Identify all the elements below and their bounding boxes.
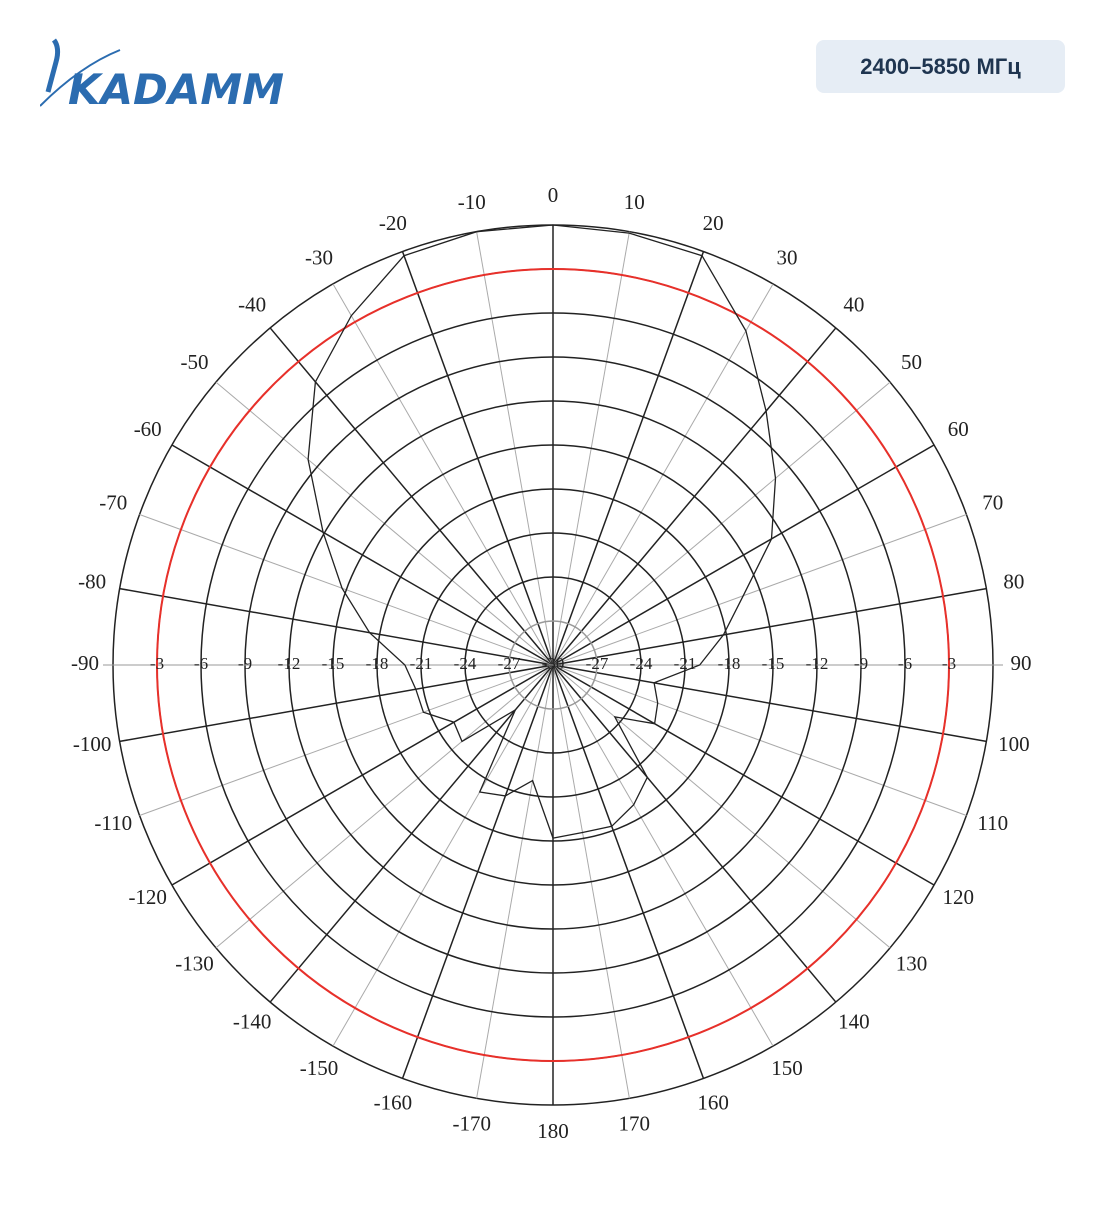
r-tick-label: -24: [630, 654, 653, 673]
angle-label: 30: [777, 246, 798, 270]
angle-label: 90: [1011, 651, 1032, 675]
r-tick-label: -3: [150, 654, 164, 673]
angle-label: -80: [78, 570, 106, 594]
angle-label: 120: [943, 885, 975, 909]
r-tick-label: -12: [806, 654, 829, 673]
angle-label: -10: [458, 190, 486, 214]
angle-label: -40: [238, 292, 266, 316]
angle-label: 50: [901, 350, 922, 374]
angle-label: -20: [379, 211, 407, 235]
r-tick-label: -3: [942, 654, 956, 673]
band-badge: 2400–5850 МГц: [816, 40, 1065, 93]
r-tick-label: -15: [322, 654, 345, 673]
angle-label: -140: [233, 1009, 272, 1033]
r-tick-label: -27: [498, 654, 521, 673]
angle-label: 60: [948, 417, 969, 441]
angle-label: 70: [982, 491, 1003, 515]
angle-label: 40: [843, 292, 864, 316]
angle-label: 100: [998, 732, 1030, 756]
angle-label: 170: [619, 1112, 651, 1136]
r-tick-label: -24: [454, 654, 477, 673]
angle-label: 140: [838, 1009, 870, 1033]
angle-label: 110: [977, 811, 1008, 835]
angle-label: 10: [624, 190, 645, 214]
r-tick-label: -9: [854, 654, 868, 673]
pattern-line: [307, 224, 777, 839]
r-tick-label: -18: [366, 654, 389, 673]
angle-label: -170: [452, 1112, 491, 1136]
angle-label: -100: [73, 732, 112, 756]
angle-label: 180: [537, 1119, 569, 1143]
angle-label: -110: [94, 811, 132, 835]
r-tick-label: -12: [278, 654, 301, 673]
angle-label: -30: [305, 246, 333, 270]
logo-swoosh: [40, 49, 121, 107]
angle-label: -50: [180, 350, 208, 374]
logo-text: KADAMM: [68, 65, 284, 114]
r-tick-label: -15: [762, 654, 785, 673]
r-tick-label: -27: [586, 654, 609, 673]
angle-label: 150: [771, 1056, 803, 1080]
angle-label: 80: [1003, 570, 1024, 594]
r-tick-label: -6: [898, 654, 912, 673]
angle-label: 130: [896, 952, 928, 976]
chart: -170-160-150-140-130-120-110-100-90-80-7…: [71, 183, 1032, 1143]
r-tick-label: -30: [542, 654, 565, 673]
r-tick-label: -6: [194, 654, 208, 673]
angle-label: -130: [175, 952, 214, 976]
logo-mark: [45, 38, 61, 93]
angle-label: -120: [128, 885, 167, 909]
r-tick-label: -18: [718, 654, 741, 673]
logo: KADAMM: [40, 38, 284, 114]
angle-label: -150: [300, 1056, 339, 1080]
r-tick-label: -21: [410, 654, 433, 673]
angle-label: -70: [99, 491, 127, 515]
angle-label: -60: [134, 417, 162, 441]
angle-label: -160: [374, 1091, 413, 1115]
angle-label: -90: [71, 651, 99, 675]
angle-label: 160: [697, 1091, 729, 1115]
reference-circle: [156, 268, 950, 1062]
r-tick-label: -9: [238, 654, 252, 673]
angle-label: 0: [548, 183, 559, 207]
angle-label: 20: [703, 211, 724, 235]
